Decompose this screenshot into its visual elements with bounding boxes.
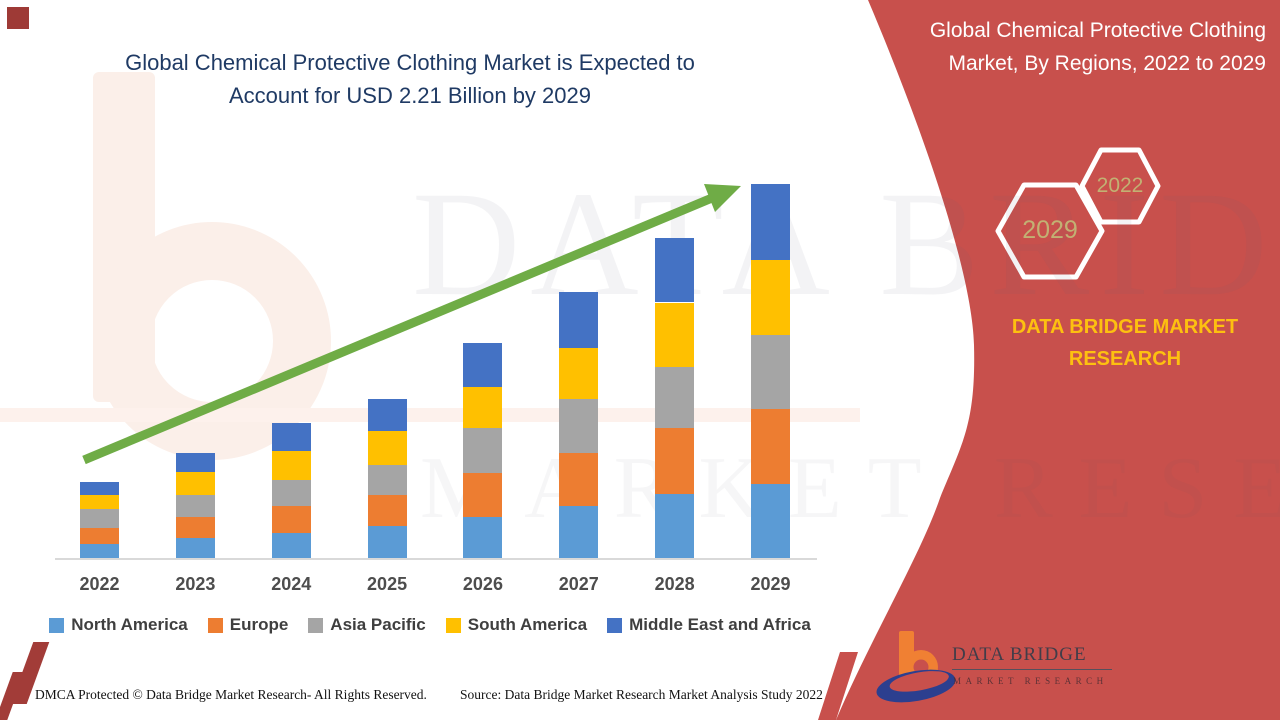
brand-text: DATA BRIDGE MARKET RESEARCH bbox=[980, 311, 1270, 375]
bar-2024-segment-europe bbox=[271, 505, 311, 533]
bottom-right-accent-stripe bbox=[818, 652, 858, 720]
legend-label: Asia Pacific bbox=[330, 615, 426, 634]
bar-2023-segment-europe bbox=[175, 517, 215, 538]
x-axis-label-2029: 2029 bbox=[750, 574, 791, 594]
legend-swatch-asia-pacific bbox=[308, 617, 324, 633]
bar-2022-segment-asia-pacific bbox=[80, 508, 119, 528]
hexagon-2029 bbox=[995, 182, 1105, 280]
legend-swatch-middle-east-and-africa bbox=[607, 617, 623, 633]
bar-2029-segment-middle-east-and-africa bbox=[751, 184, 791, 261]
hexagon-label-2022: 2022 bbox=[1096, 174, 1144, 197]
bar-2028-segment-north-america bbox=[655, 493, 695, 558]
legend-swatch-europe bbox=[207, 617, 223, 633]
bar-2023-segment-north-america bbox=[175, 537, 215, 558]
side-panel-background bbox=[836, 0, 1280, 720]
footer-dmca-text: DMCA Protected © Data Bridge Market Rese… bbox=[35, 687, 427, 702]
legend-item-europe: Europe bbox=[207, 615, 289, 635]
x-axis-label-2026: 2026 bbox=[462, 574, 503, 594]
bar-2025-segment-europe bbox=[367, 495, 407, 526]
chart-title-line1: Global Chemical Protective Clothing Mark… bbox=[125, 50, 695, 75]
chart-legend: North America Europe Asia Pacific South Ame… bbox=[30, 615, 830, 635]
bar-2022-segment-middle-east-and-africa bbox=[80, 481, 119, 496]
legend-label: Middle East and Africa bbox=[629, 615, 811, 634]
bar-2029-segment-asia-pacific bbox=[751, 334, 791, 410]
hexagon-label-2029: 2029 bbox=[1022, 216, 1078, 244]
legend-label: North America bbox=[71, 615, 188, 634]
brand-text-line2: RESEARCH bbox=[1068, 348, 1182, 370]
side-panel-title-line1: Global Chemical Protective Clothing bbox=[929, 19, 1266, 42]
legend-item-south-america: South America bbox=[445, 615, 588, 635]
x-axis-label-2025: 2025 bbox=[367, 574, 408, 594]
legend-swatch-south-america bbox=[445, 617, 461, 633]
legend-item-asia-pacific: Asia Pacific bbox=[308, 615, 426, 635]
x-axis-label-2027: 2027 bbox=[558, 574, 599, 594]
bar-2025-segment-asia-pacific bbox=[367, 464, 407, 496]
bar-2026-segment-europe bbox=[463, 473, 503, 518]
x-axis-label-2024: 2024 bbox=[271, 574, 312, 594]
bar-2023-segment-asia-pacific bbox=[175, 495, 215, 518]
logo-subtitle: MARKET RESEARCH bbox=[953, 676, 1108, 686]
bar-2024-segment-north-america bbox=[271, 532, 311, 558]
bar-2024-segment-asia-pacific bbox=[271, 480, 311, 506]
bar-2022-segment-north-america bbox=[80, 544, 119, 558]
x-axis-label-2028: 2028 bbox=[654, 574, 695, 594]
chart-title-line2: Account for USD 2.21 Billion by 2029 bbox=[229, 83, 591, 108]
x-axis-baseline bbox=[55, 558, 817, 560]
corner-accent-square bbox=[7, 7, 29, 29]
legend-item-north-america: North America bbox=[49, 615, 188, 635]
brand-text-line1: DATA BRIDGE MARKET bbox=[1011, 316, 1239, 338]
footer-source-text: Source: Data Bridge Market Research Mark… bbox=[460, 687, 823, 702]
x-axis-label-2023: 2023 bbox=[175, 574, 216, 594]
bar-2027-segment-north-america bbox=[559, 505, 599, 558]
bar-2029-segment-europe bbox=[751, 409, 791, 484]
logo-wordmark: DATA BRIDGE bbox=[952, 644, 1112, 670]
logo-swoosh bbox=[876, 669, 956, 703]
bar-2026-segment-north-america bbox=[463, 517, 503, 558]
side-panel-title: Global Chemical Protective Clothing Mark… bbox=[800, 14, 1266, 80]
bar-2022-segment-south-america bbox=[80, 495, 119, 509]
chart-title: Global Chemical Protective Clothing Mark… bbox=[40, 46, 780, 112]
legend-label: Europe bbox=[229, 615, 289, 634]
side-panel-title-line2: Market, By Regions, 2022 to 2029 bbox=[948, 52, 1266, 75]
legend-swatch-north-america bbox=[49, 617, 65, 633]
legend-item-middle-east-and-africa: Middle East and Africa bbox=[607, 615, 811, 635]
bar-2025-segment-north-america bbox=[367, 525, 407, 558]
x-axis-label-2022: 2022 bbox=[79, 574, 120, 594]
bar-2029-segment-south-america bbox=[751, 260, 791, 335]
hexagon-2022 bbox=[1079, 147, 1161, 225]
bar-2029-segment-north-america bbox=[751, 483, 791, 558]
bar-2022-segment-europe bbox=[80, 527, 119, 545]
bar-2023-segment-south-america bbox=[175, 471, 215, 496]
legend-label: South America bbox=[467, 615, 588, 634]
